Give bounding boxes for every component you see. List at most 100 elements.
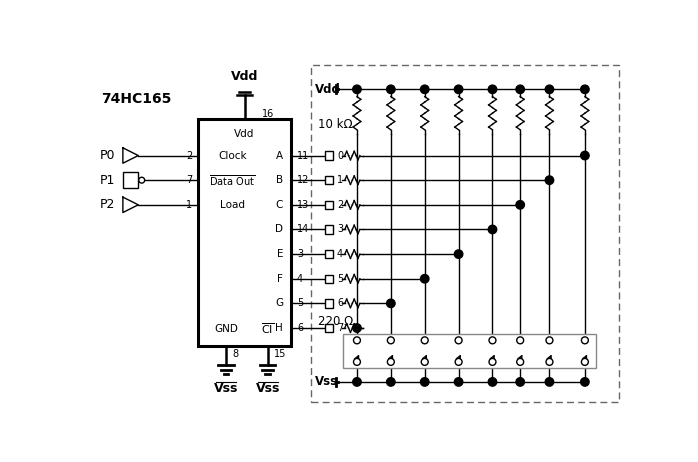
Circle shape: [454, 378, 463, 386]
Circle shape: [139, 177, 144, 183]
Circle shape: [489, 359, 496, 365]
Bar: [325, 299, 334, 308]
Text: 4: 4: [297, 274, 303, 284]
Circle shape: [546, 337, 553, 344]
Text: H: H: [275, 323, 283, 333]
Circle shape: [516, 378, 524, 386]
Text: C: C: [276, 200, 283, 210]
Text: P2: P2: [100, 198, 115, 211]
Bar: [343, 334, 595, 368]
Circle shape: [422, 359, 428, 365]
Circle shape: [581, 337, 588, 344]
Circle shape: [387, 85, 395, 94]
Circle shape: [581, 359, 588, 365]
Text: 2: 2: [186, 151, 192, 160]
Text: 220 Ω: 220 Ω: [318, 316, 354, 328]
Text: $\overline{\mathrm{CI}}$: $\overline{\mathrm{CI}}$: [261, 322, 274, 336]
Text: Clock: Clock: [218, 151, 246, 160]
Text: Vss: Vss: [315, 376, 339, 389]
Bar: [311, 65, 618, 402]
Text: Load: Load: [220, 200, 245, 210]
Circle shape: [545, 85, 554, 94]
Text: 13: 13: [297, 200, 309, 210]
Bar: [325, 176, 334, 184]
Text: G: G: [275, 298, 283, 308]
Text: 5: 5: [297, 298, 303, 308]
Bar: [325, 324, 334, 332]
Text: Vdd: Vdd: [315, 83, 341, 96]
Text: 8: 8: [232, 349, 238, 359]
Bar: [325, 250, 334, 258]
Text: 3: 3: [337, 225, 343, 234]
Text: D: D: [275, 225, 283, 234]
Circle shape: [352, 378, 361, 386]
Text: Vdd: Vdd: [235, 129, 255, 139]
Text: 74HC165: 74HC165: [101, 92, 172, 106]
Text: 12: 12: [297, 175, 309, 185]
Circle shape: [545, 378, 554, 386]
Text: 6: 6: [337, 298, 343, 308]
Bar: [198, 119, 291, 346]
Circle shape: [489, 337, 496, 344]
Text: E: E: [276, 249, 283, 259]
Text: B: B: [276, 175, 283, 185]
Bar: [123, 172, 138, 188]
Text: 2: 2: [337, 200, 343, 210]
Bar: [325, 225, 334, 234]
Circle shape: [488, 378, 497, 386]
Circle shape: [352, 85, 361, 94]
Text: 1: 1: [186, 200, 192, 210]
Text: A: A: [276, 151, 283, 160]
Circle shape: [516, 201, 524, 209]
Text: 11: 11: [297, 151, 309, 160]
Circle shape: [420, 85, 429, 94]
Circle shape: [387, 337, 394, 344]
Circle shape: [420, 378, 429, 386]
Circle shape: [488, 85, 497, 94]
Text: $\overline{\mathrm{Data\ Out}}$: $\overline{\mathrm{Data\ Out}}$: [209, 173, 255, 188]
Circle shape: [454, 85, 463, 94]
Circle shape: [546, 359, 553, 365]
Circle shape: [422, 337, 428, 344]
Circle shape: [353, 337, 360, 344]
Text: Vdd: Vdd: [231, 70, 258, 83]
Circle shape: [454, 250, 463, 258]
Text: 15: 15: [274, 349, 286, 359]
Text: 6: 6: [297, 323, 303, 333]
Circle shape: [516, 85, 524, 94]
Bar: [325, 274, 334, 283]
Text: 10 kΩ: 10 kΩ: [318, 118, 353, 131]
Text: GND: GND: [214, 324, 238, 334]
Text: 16: 16: [262, 109, 274, 119]
Circle shape: [387, 378, 395, 386]
Circle shape: [581, 378, 589, 386]
Circle shape: [517, 337, 524, 344]
Text: 7: 7: [337, 323, 343, 333]
Text: P1: P1: [100, 174, 115, 187]
Bar: [325, 152, 334, 160]
Text: P0: P0: [100, 149, 115, 162]
Circle shape: [455, 359, 462, 365]
Text: 1: 1: [337, 175, 343, 185]
Circle shape: [387, 299, 395, 308]
Circle shape: [420, 274, 429, 283]
Circle shape: [455, 337, 462, 344]
Circle shape: [581, 85, 589, 94]
Text: 4: 4: [337, 249, 343, 259]
Text: 5: 5: [337, 274, 343, 284]
Circle shape: [387, 359, 394, 365]
Text: F: F: [277, 274, 283, 284]
Circle shape: [581, 152, 589, 160]
Circle shape: [517, 359, 524, 365]
Circle shape: [352, 324, 361, 332]
Text: Vss: Vss: [214, 382, 238, 395]
Circle shape: [353, 359, 360, 365]
Circle shape: [545, 176, 554, 184]
Text: 0: 0: [337, 151, 343, 160]
Bar: [325, 201, 334, 209]
Text: 14: 14: [297, 225, 309, 234]
Text: Vss: Vss: [255, 382, 280, 395]
Circle shape: [488, 225, 497, 234]
Text: 3: 3: [297, 249, 303, 259]
Text: 7: 7: [186, 175, 192, 185]
